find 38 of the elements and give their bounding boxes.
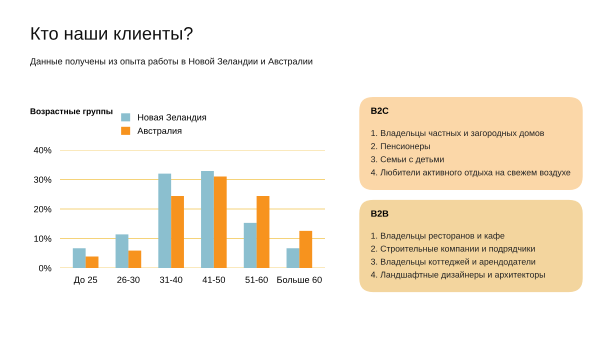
text: 1. Владельцы ресторанов и кафе [371, 232, 504, 240]
bar [116, 234, 128, 268]
bar [214, 176, 227, 268]
bar [158, 174, 172, 268]
bar [86, 256, 98, 268]
bar [244, 222, 257, 268]
text: B2C [371, 108, 388, 114]
chart-title: Кто наши клиенты? [31, 27, 193, 40]
y-tick-label: 30% [34, 176, 52, 183]
text: 3. Семьи с детьми [371, 156, 444, 164]
text: B2B [371, 210, 388, 217]
chart-subtitle: Данные получены из опыта работы в Новой Зеландии и Австралии [30, 58, 312, 66]
bar [286, 248, 300, 268]
x-tick-label: 41-50 [202, 276, 226, 283]
text: 2. Пенсионеры [371, 143, 430, 151]
text: 4. Любители активного отдыха на свежем воздухе [370, 169, 570, 178]
text: 4. Ландшафтные дизайнеры и архитекторы [370, 271, 545, 280]
bar [171, 196, 184, 268]
bar [72, 248, 86, 268]
text: 2. Строительные компании и подрядчики [371, 246, 535, 254]
y-tick-label: 0% [38, 264, 52, 272]
bar [201, 170, 214, 268]
x-tick-label: Больше 60 [277, 276, 322, 283]
bar [299, 230, 312, 268]
text: 3. Владельцы коттеджей и арендодатели [371, 258, 536, 266]
x-tick-label: До 25 [74, 276, 98, 285]
legend-label: Новая Зеландия [138, 114, 206, 122]
y-tick-label: 40% [34, 146, 52, 154]
x-tick-label: 31-40 [160, 276, 182, 283]
legend-label: Австралия [137, 128, 182, 136]
x-tick-label: 26-30 [117, 276, 140, 283]
legend-title: Возрастные группы [30, 108, 112, 116]
y-tick-label: 10% [34, 235, 52, 242]
text: 1. Владельцы частных и загородных домов [371, 130, 544, 138]
bar [256, 196, 270, 268]
y-tick-label: 20% [34, 206, 52, 212]
bar [128, 250, 142, 268]
x-tick-label: 51-60 [245, 276, 268, 283]
